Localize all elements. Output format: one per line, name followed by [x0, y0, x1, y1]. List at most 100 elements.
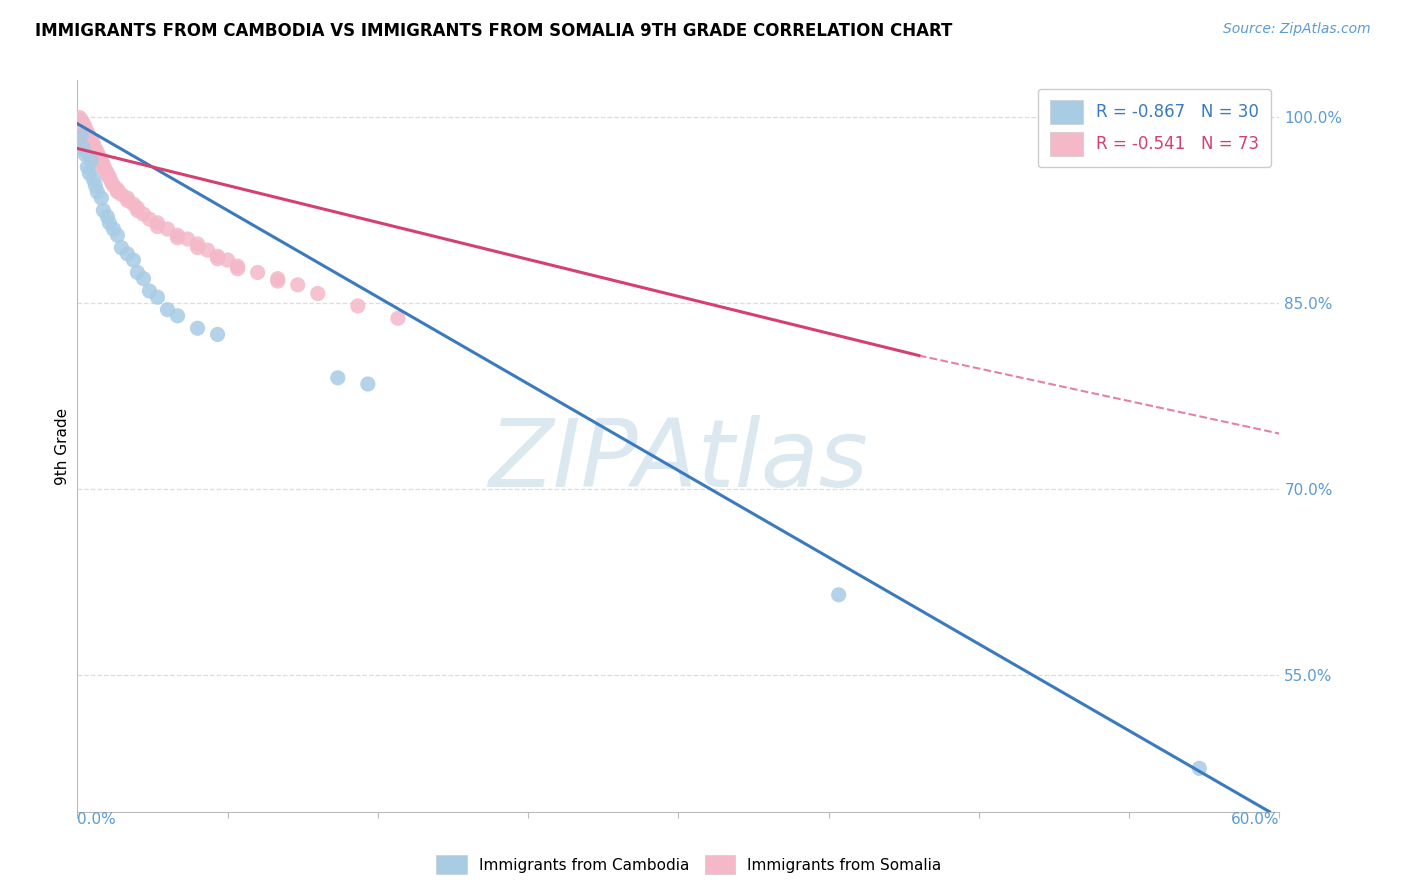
Point [76, 131, 98, 145]
Point [187, 236, 209, 251]
Point [100, 175, 122, 189]
Text: IMMIGRANTS FROM CAMBODIA VS IMMIGRANTS FROM SOMALIA 9TH GRADE CORRELATION CHART: IMMIGRANTS FROM CAMBODIA VS IMMIGRANTS F… [35, 22, 952, 40]
Point [72, 123, 94, 137]
Point [110, 241, 132, 255]
Point [76, 137, 98, 152]
Point [187, 321, 209, 335]
Point [267, 271, 290, 285]
Point [110, 187, 132, 202]
Point [79, 147, 101, 161]
Point [70, 131, 93, 145]
Point [72, 135, 94, 149]
Point [76, 125, 98, 139]
Point [187, 241, 209, 255]
Point [287, 277, 309, 292]
Point [226, 259, 249, 273]
Point [146, 216, 169, 230]
Point [146, 219, 169, 234]
Legend: R = -0.867   N = 30, R = -0.541   N = 73: R = -0.867 N = 30, R = -0.541 N = 73 [1038, 88, 1271, 168]
Point [76, 145, 98, 160]
Point [156, 222, 179, 236]
Point [84, 178, 107, 193]
Point [82, 136, 104, 151]
Point [86, 185, 108, 199]
Point [82, 150, 104, 164]
Point [146, 290, 169, 304]
Point [76, 160, 98, 174]
Point [70, 112, 93, 127]
Point [75, 133, 97, 147]
Point [166, 309, 188, 323]
Point [84, 141, 107, 155]
Point [117, 191, 139, 205]
Point [326, 371, 349, 385]
Point [138, 284, 160, 298]
Point [122, 253, 145, 268]
Point [103, 178, 125, 193]
Point [132, 207, 155, 221]
Point [70, 125, 93, 139]
Point [107, 185, 129, 199]
Point [217, 253, 239, 268]
Point [127, 203, 149, 218]
Point [82, 172, 104, 186]
Point [122, 197, 145, 211]
Point [387, 311, 409, 326]
Point [72, 117, 94, 131]
Point [207, 249, 229, 263]
Point [86, 145, 108, 160]
Point [90, 160, 112, 174]
Point [82, 143, 104, 157]
Point [72, 141, 94, 155]
Point [79, 135, 101, 149]
Point [75, 147, 97, 161]
Text: ZIPAtlas: ZIPAtlas [488, 415, 869, 506]
Point [80, 133, 103, 147]
Point [67, 111, 90, 125]
Point [70, 129, 93, 144]
Point [72, 129, 94, 144]
Point [267, 274, 290, 288]
Point [96, 169, 118, 183]
Point [98, 169, 121, 184]
Point [107, 228, 129, 243]
Point [80, 145, 103, 160]
Point [94, 162, 117, 177]
Point [357, 377, 380, 392]
Point [132, 271, 155, 285]
Legend: Immigrants from Cambodia, Immigrants from Somalia: Immigrants from Cambodia, Immigrants fro… [430, 849, 948, 880]
Point [96, 166, 118, 180]
Point [79, 129, 101, 144]
Point [176, 232, 198, 246]
Point [96, 210, 118, 224]
Point [307, 286, 329, 301]
Point [166, 228, 188, 243]
Point [86, 152, 108, 166]
Text: 60.0%: 60.0% [1232, 812, 1279, 827]
Point [93, 158, 115, 172]
Point [75, 127, 97, 141]
Point [107, 182, 129, 196]
Point [93, 203, 115, 218]
Point [1188, 761, 1211, 775]
Point [226, 261, 249, 276]
Point [127, 201, 149, 215]
Point [828, 588, 851, 602]
Point [127, 265, 149, 279]
Point [98, 216, 121, 230]
Point [75, 139, 97, 153]
Point [166, 231, 188, 245]
Point [103, 222, 125, 236]
Text: Source: ZipAtlas.com: Source: ZipAtlas.com [1223, 22, 1371, 37]
Point [207, 327, 229, 342]
Point [80, 153, 103, 168]
Point [347, 299, 370, 313]
Point [117, 247, 139, 261]
Point [67, 117, 90, 131]
Text: 0.0%: 0.0% [77, 812, 117, 827]
Point [246, 265, 269, 279]
Point [90, 191, 112, 205]
Point [89, 150, 111, 164]
Point [80, 139, 103, 153]
Point [84, 147, 107, 161]
